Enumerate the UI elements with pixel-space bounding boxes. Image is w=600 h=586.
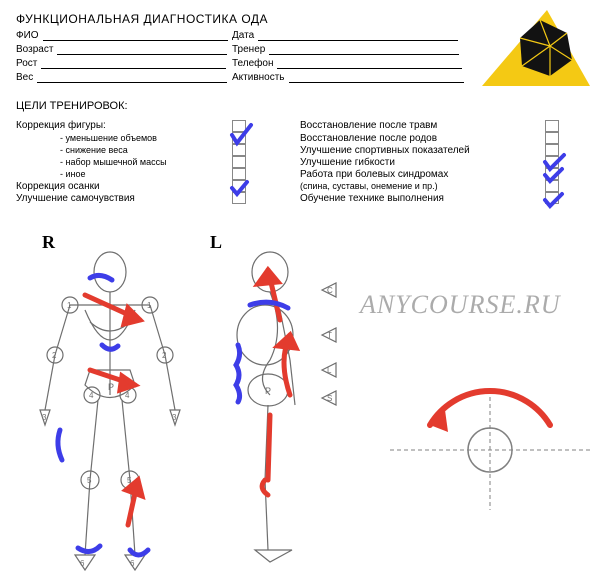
- goal-birth: Восстановление после родов: [300, 133, 437, 144]
- goals-heading: ЦЕЛИ ТРЕНИРОВОК:: [16, 100, 128, 112]
- checkbox[interactable]: [545, 192, 559, 204]
- line-height[interactable]: [41, 59, 226, 69]
- svg-text:2: 2: [162, 351, 167, 360]
- rotation-diagram: [390, 370, 590, 530]
- checkbox[interactable]: [232, 156, 246, 168]
- watermark-text: ANYCOURSE.RU: [360, 290, 561, 320]
- line-fio[interactable]: [43, 31, 228, 41]
- goal-technique: Обучение технике выполнения: [300, 193, 444, 204]
- svg-text:1: 1: [67, 301, 72, 310]
- svg-text:5: 5: [87, 476, 92, 485]
- checkbox[interactable]: [545, 132, 559, 144]
- checkbox[interactable]: [545, 120, 559, 132]
- goal-sub-volume: - уменьшение объемов: [60, 133, 157, 143]
- goal-flex: Улучшение гибкости: [300, 157, 395, 168]
- checkbox[interactable]: [232, 144, 246, 156]
- checkbox[interactable]: [545, 180, 559, 192]
- svg-text:6: 6: [80, 559, 85, 568]
- label-height: Рост: [16, 58, 37, 69]
- goal-sub-muscle: - набор мышечной массы: [60, 157, 167, 167]
- checkbox[interactable]: [232, 120, 246, 132]
- skeleton-front-icon: P 3 3 6 6 1 1 2 2 4 4 5 5: [20, 250, 200, 580]
- goal-pain-sub: (спина, суставы, онемение и пр.): [300, 181, 438, 191]
- goal-posture: Коррекция осанки: [16, 181, 100, 192]
- label-fio: ФИО: [16, 30, 39, 41]
- goal-pain: Работа при болевых синдромах: [300, 169, 448, 180]
- checkbox[interactable]: [545, 144, 559, 156]
- label-weight: Вес: [16, 72, 33, 83]
- line-age[interactable]: [57, 45, 227, 55]
- checkbox[interactable]: [232, 132, 246, 144]
- svg-text:P: P: [265, 386, 271, 396]
- checkbox[interactable]: [232, 180, 246, 192]
- label-phone: Телефон: [232, 58, 273, 69]
- label-activity: Активность: [232, 72, 285, 83]
- label-date: Дата: [232, 30, 254, 41]
- svg-text:3: 3: [172, 413, 177, 422]
- line-phone[interactable]: [277, 59, 462, 69]
- svg-text:2: 2: [52, 351, 57, 360]
- svg-text:T: T: [327, 331, 332, 340]
- svg-text:C: C: [327, 286, 333, 295]
- goal-wellbeing: Улучшение самочувствия: [16, 193, 135, 204]
- checkbox[interactable]: [232, 192, 246, 204]
- svg-text:L: L: [327, 366, 332, 375]
- line-activity[interactable]: [289, 73, 464, 83]
- checkbox-col-right: [545, 120, 559, 204]
- svg-text:4: 4: [89, 391, 94, 400]
- svg-text:5: 5: [127, 476, 132, 485]
- label-trainer: Тренер: [232, 44, 265, 55]
- svg-text:1: 1: [147, 301, 152, 310]
- svg-text:3: 3: [42, 413, 47, 422]
- svg-text:S: S: [327, 394, 332, 403]
- page-title: ФУНКЦИОНАЛЬНАЯ ДИАГНОСТИКА ОДА: [16, 12, 268, 26]
- goal-sport: Улучшение спортивных показателей: [300, 145, 470, 156]
- goal-injury: Восстановление после травм: [300, 120, 437, 131]
- skeleton-side-icon: P C T L S: [210, 250, 350, 580]
- line-date[interactable]: [258, 31, 458, 41]
- checkbox-col-left: [232, 120, 246, 204]
- svg-text:4: 4: [125, 391, 130, 400]
- goal-sub-weight: - снижение веса: [60, 145, 128, 155]
- checkbox[interactable]: [545, 156, 559, 168]
- svg-text:6: 6: [130, 559, 135, 568]
- logo-icon: [472, 8, 592, 98]
- goal-figure: Коррекция фигуры:: [16, 120, 106, 131]
- goal-sub-other: - иное: [60, 169, 86, 179]
- checkbox[interactable]: [232, 168, 246, 180]
- svg-text:P: P: [108, 382, 114, 392]
- line-weight[interactable]: [37, 73, 227, 83]
- checkbox[interactable]: [545, 168, 559, 180]
- line-trainer[interactable]: [269, 45, 459, 55]
- label-age: Возраст: [16, 44, 53, 55]
